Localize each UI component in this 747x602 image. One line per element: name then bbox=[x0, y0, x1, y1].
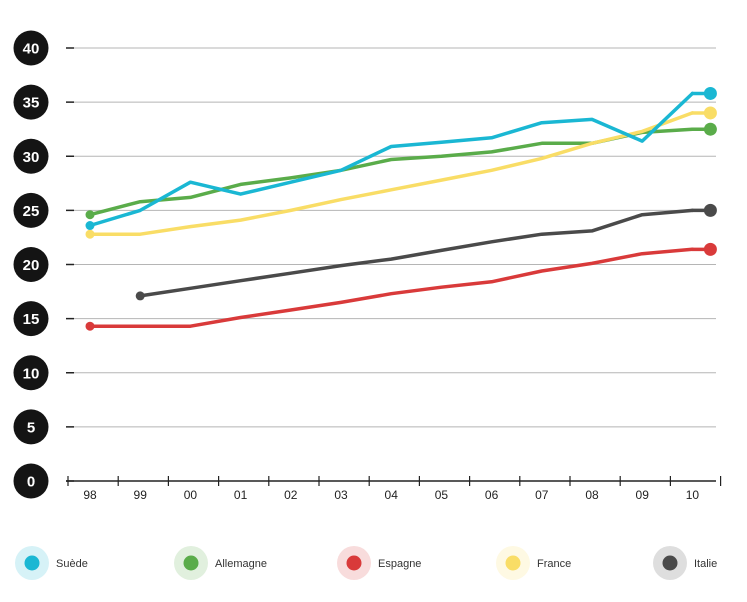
x-tick-label-01: 01 bbox=[234, 488, 248, 502]
series-italie bbox=[135, 203, 717, 301]
x-tick-label-06: 06 bbox=[485, 488, 499, 502]
x-tick-label-07: 07 bbox=[535, 488, 549, 502]
y-tick-label-20: 20 bbox=[23, 257, 40, 274]
series-line-france bbox=[88, 111, 695, 236]
y-tick-label-10: 10 bbox=[23, 365, 40, 382]
y-tick-label-0: 0 bbox=[27, 474, 35, 491]
y-tick-label-15: 15 bbox=[23, 311, 40, 328]
x-tick-label-05: 05 bbox=[435, 488, 449, 502]
y-tick-label-30: 30 bbox=[23, 149, 40, 166]
x-tick-label-99: 99 bbox=[134, 488, 148, 502]
legend-swatch bbox=[24, 555, 40, 571]
series-start-point bbox=[85, 229, 95, 239]
legend-item-espagne: Espagne bbox=[337, 546, 421, 580]
legend-label: Allemagne bbox=[215, 558, 267, 570]
y-tick-label-35: 35 bbox=[23, 95, 40, 112]
legend: Suède Allemagne Espagne France Italie bbox=[15, 546, 717, 580]
y-tick-badge-25 bbox=[13, 192, 49, 228]
legend-swatch bbox=[505, 555, 521, 571]
x-tick-label-98: 98 bbox=[83, 488, 97, 502]
y-tick-badge-35 bbox=[13, 84, 49, 120]
y-tick-badge-5 bbox=[13, 409, 49, 445]
legend-swatch bbox=[346, 555, 362, 571]
y-tick-badge-20 bbox=[13, 247, 49, 282]
y-tick-badge-10 bbox=[13, 355, 49, 391]
legend-item-allemagne: Allemagne bbox=[174, 546, 267, 580]
y-tick-label-5: 5 bbox=[27, 419, 35, 436]
x-axis: 98 99 00 01 02 03 04 05 06 07 08 09 10 bbox=[66, 476, 722, 502]
y-tick-badge-15 bbox=[13, 301, 49, 337]
y-gridlines bbox=[72, 47, 716, 428]
y-tick-badge-30 bbox=[13, 138, 49, 174]
x-tick-label-02: 02 bbox=[284, 488, 298, 502]
series-espagne bbox=[85, 242, 717, 331]
y-tick-label-40: 40 bbox=[23, 41, 40, 58]
legend-swatch bbox=[662, 555, 678, 571]
series-lines bbox=[85, 86, 717, 331]
legend-label: Suède bbox=[56, 558, 88, 570]
legend-swatch bbox=[183, 555, 199, 571]
legend-item-italie: Italie bbox=[653, 546, 717, 580]
series-start-point bbox=[135, 291, 145, 301]
series-line-italie bbox=[138, 208, 695, 298]
series-line-suède bbox=[88, 91, 695, 228]
y-tick-badge-0 bbox=[13, 463, 49, 499]
y-axis: 0 5 10 15 20 25 30 35 40 bbox=[13, 30, 74, 499]
legend-item-france: France bbox=[496, 546, 571, 580]
legend-item-suède: Suède bbox=[15, 546, 88, 580]
x-tick-label-08: 08 bbox=[585, 488, 599, 502]
x-tick-label-09: 09 bbox=[636, 488, 650, 502]
legend-label: France bbox=[537, 558, 571, 570]
legend-label: Italie bbox=[694, 558, 717, 570]
series-suède bbox=[85, 86, 717, 231]
legend-label: Espagne bbox=[378, 558, 421, 570]
x-tick-label-03: 03 bbox=[334, 488, 348, 502]
series-line-espagne bbox=[88, 247, 695, 328]
series-start-point bbox=[85, 221, 95, 231]
y-tick-badge-40 bbox=[13, 30, 49, 66]
x-tick-label-10: 10 bbox=[686, 488, 700, 502]
series-start-point bbox=[85, 210, 95, 220]
series-start-point bbox=[85, 321, 95, 331]
y-tick-label-25: 25 bbox=[23, 203, 40, 220]
x-tick-label-04: 04 bbox=[385, 488, 399, 502]
series-france bbox=[85, 106, 717, 239]
x-tick-label-00: 00 bbox=[184, 488, 198, 502]
